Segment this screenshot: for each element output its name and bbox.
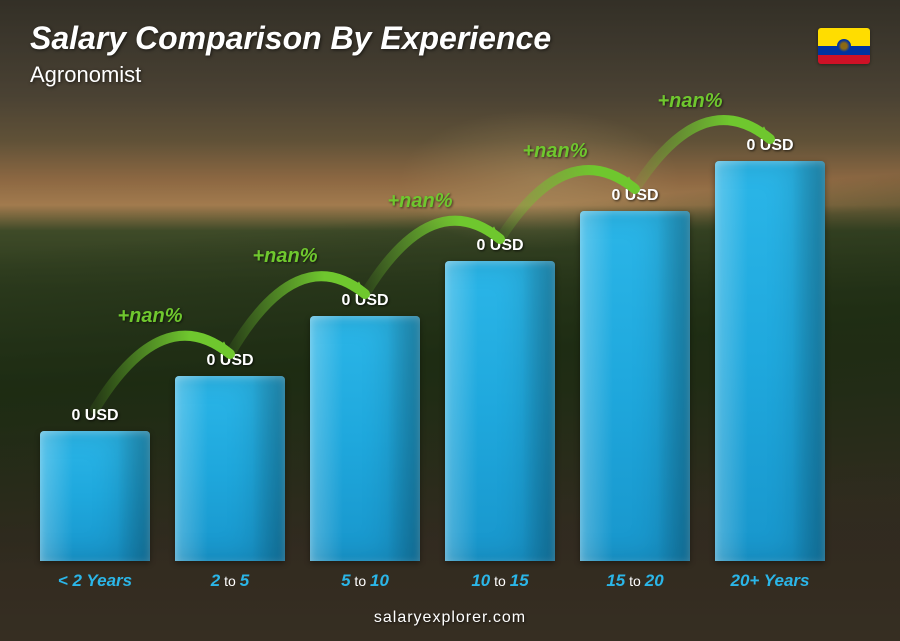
bar-group: 0 USD20+ Years — [715, 161, 825, 561]
growth-arrow-icon — [30, 100, 830, 561]
chart-subtitle: Agronomist — [30, 62, 141, 88]
increase-label: +nan% — [253, 245, 318, 268]
growth-arrow-icon — [30, 100, 830, 561]
bar-category-label: 15 to 20 — [606, 571, 663, 591]
bar-group: 0 USD15 to 20 — [580, 211, 690, 561]
growth-arrow-icon — [30, 100, 830, 561]
bar-category-label: 5 to 10 — [341, 571, 389, 591]
bar-category-label: < 2 Years — [58, 571, 132, 591]
bar-value-label: 0 USD — [71, 407, 118, 425]
bar: 0 USD — [40, 431, 150, 561]
bar: 0 USD — [445, 261, 555, 561]
bar-value-label: 0 USD — [611, 187, 658, 205]
source-attribution: salaryexplorer.com — [374, 609, 526, 627]
country-flag-icon — [818, 28, 870, 64]
bar-value-label: 0 USD — [206, 352, 253, 370]
bar-category-label: 20+ Years — [731, 571, 810, 591]
increase-label: +nan% — [658, 90, 723, 113]
chart-title: Salary Comparison By Experience — [30, 20, 551, 57]
bar-value-label: 0 USD — [746, 137, 793, 155]
chart-area: 0 USD< 2 Years0 USD2 to 5 +nan% 0 USD5 to … — [30, 100, 830, 561]
bar-category-label: 10 to 15 — [471, 571, 528, 591]
bar: 0 USD — [715, 161, 825, 561]
growth-arrow-icon — [30, 100, 830, 561]
increase-label: +nan% — [388, 190, 453, 213]
bar-group: 0 USD10 to 15 — [445, 261, 555, 561]
increase-label: +nan% — [523, 140, 588, 163]
bar-group: 0 USD< 2 Years — [40, 431, 150, 561]
bar: 0 USD — [580, 211, 690, 561]
bar-value-label: 0 USD — [476, 237, 523, 255]
bar-group: 0 USD2 to 5 — [175, 376, 285, 561]
growth-arrow-icon — [30, 100, 830, 561]
bar: 0 USD — [310, 316, 420, 561]
bar-group: 0 USD5 to 10 — [310, 316, 420, 561]
bar-value-label: 0 USD — [341, 292, 388, 310]
infographic-container: Salary Comparison By Experience Agronomi… — [0, 0, 900, 641]
bar: 0 USD — [175, 376, 285, 561]
bar-category-label: 2 to 5 — [211, 571, 249, 591]
increase-label: +nan% — [118, 305, 183, 328]
